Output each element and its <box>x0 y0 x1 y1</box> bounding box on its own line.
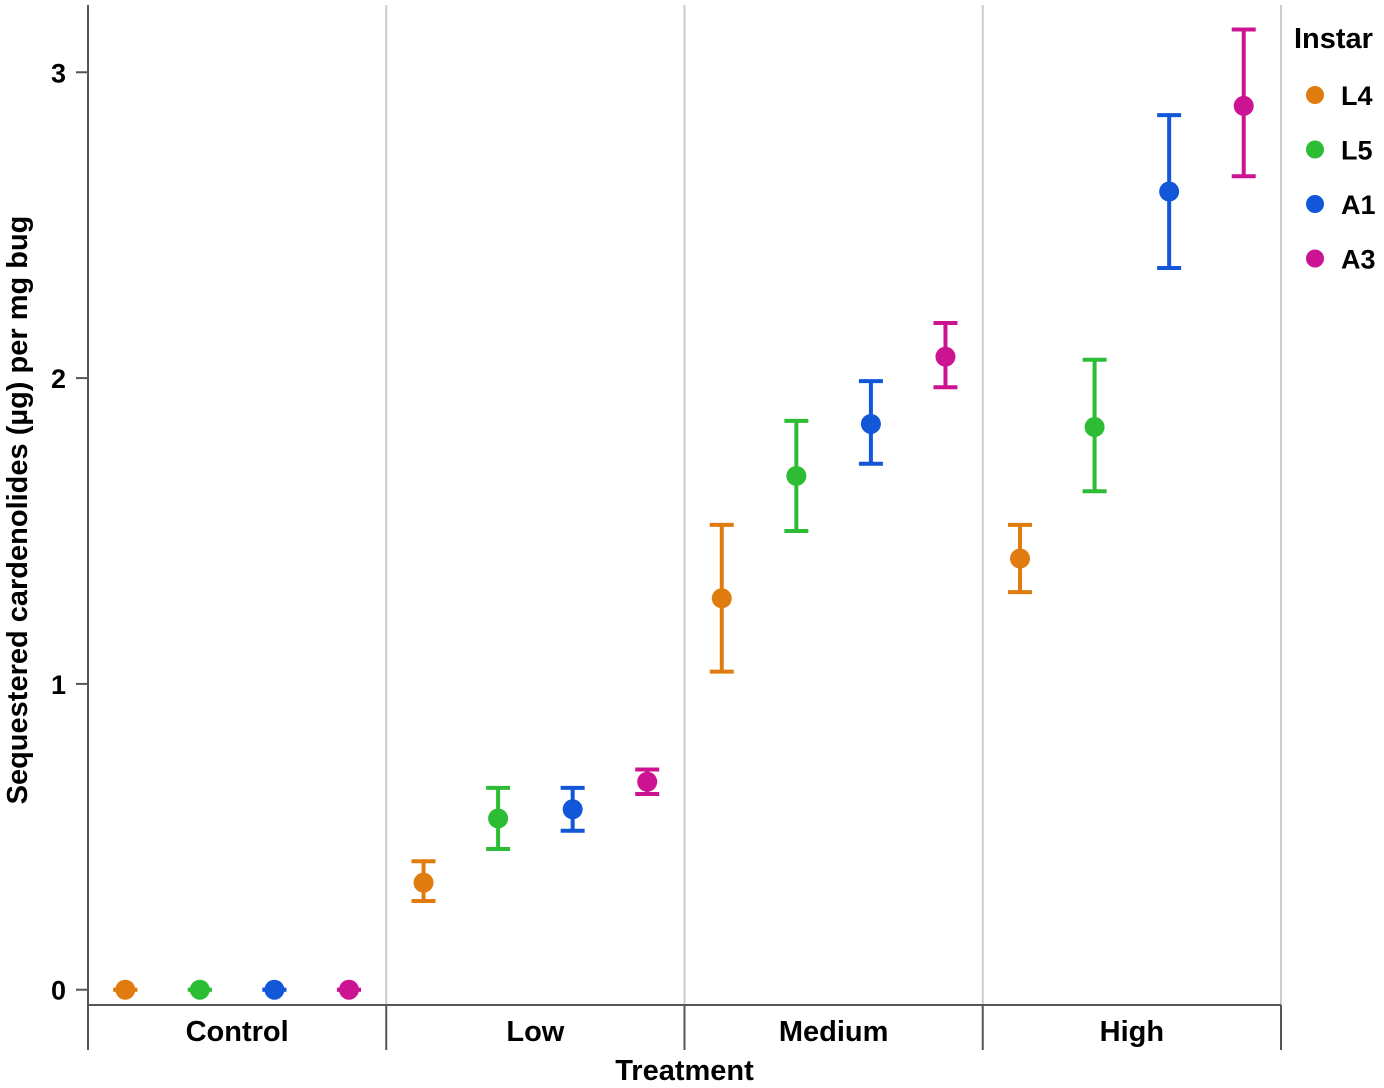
y-axis-title: Sequestered cardenolides (µg) per mg bug <box>2 216 34 805</box>
data-point-group <box>635 767 660 796</box>
data-point-group <box>1231 27 1256 179</box>
y-tick-label: 3 <box>51 58 66 88</box>
axes: 0 1 2 3 Control Low Medium High <box>51 5 1282 1050</box>
y-tick-label: 2 <box>51 364 66 394</box>
legend-swatch <box>1306 195 1324 213</box>
x-category-label: High <box>1100 1016 1164 1048</box>
legend-item: A3 <box>1306 245 1376 275</box>
data-point-group <box>784 418 809 533</box>
data-point-group <box>486 785 511 852</box>
data-point <box>264 979 285 1000</box>
legend-swatch <box>1306 140 1324 159</box>
data-point <box>338 979 359 1000</box>
data-point <box>413 872 434 893</box>
data-point <box>1159 181 1180 202</box>
y-tick-label: 0 <box>51 976 66 1006</box>
data-point-group <box>1008 522 1033 595</box>
legend-label: A1 <box>1341 190 1376 220</box>
data-marks <box>113 27 1256 1000</box>
x-category-label: Low <box>506 1016 564 1048</box>
legend-swatch <box>1306 86 1324 104</box>
data-point <box>786 465 807 486</box>
data-point-group <box>933 321 958 390</box>
data-point-group <box>113 979 138 1000</box>
data-point <box>637 771 658 792</box>
x-category-label: Control <box>186 1016 289 1048</box>
legend-swatch <box>1306 249 1324 268</box>
data-point <box>711 588 732 609</box>
data-point <box>860 413 881 434</box>
data-point <box>488 808 509 829</box>
legend-item: L4 <box>1306 81 1373 111</box>
x-category-label: Medium <box>779 1016 889 1048</box>
data-point <box>1233 95 1254 116</box>
legend: Instar L4 L5 A1 A3 <box>1294 23 1376 275</box>
category-separators <box>385 5 1282 1005</box>
data-point-group <box>187 979 212 1000</box>
data-point <box>1010 548 1031 569</box>
data-point-group <box>1082 357 1107 494</box>
data-point-group <box>1157 113 1182 270</box>
data-point-group <box>411 859 436 904</box>
legend-label: L5 <box>1341 136 1373 166</box>
x-axis-title: Treatment <box>615 1055 754 1087</box>
data-point <box>189 979 210 1000</box>
legend-items: L4 L5 A1 A3 <box>1306 81 1376 275</box>
legend-item: A1 <box>1306 190 1376 220</box>
data-point-group <box>336 979 361 1000</box>
data-point-group <box>560 785 585 833</box>
data-point <box>115 979 136 1000</box>
legend-item: L5 <box>1306 136 1373 166</box>
data-point-group <box>858 379 883 466</box>
data-point <box>1084 417 1105 438</box>
data-point <box>935 346 956 367</box>
data-point <box>562 799 583 820</box>
data-point-group <box>262 979 287 1000</box>
y-tick-label: 1 <box>51 670 66 700</box>
data-point-group <box>709 522 734 674</box>
legend-title: Instar <box>1294 23 1373 55</box>
legend-label: L4 <box>1341 81 1373 111</box>
legend-label: A3 <box>1341 245 1376 275</box>
